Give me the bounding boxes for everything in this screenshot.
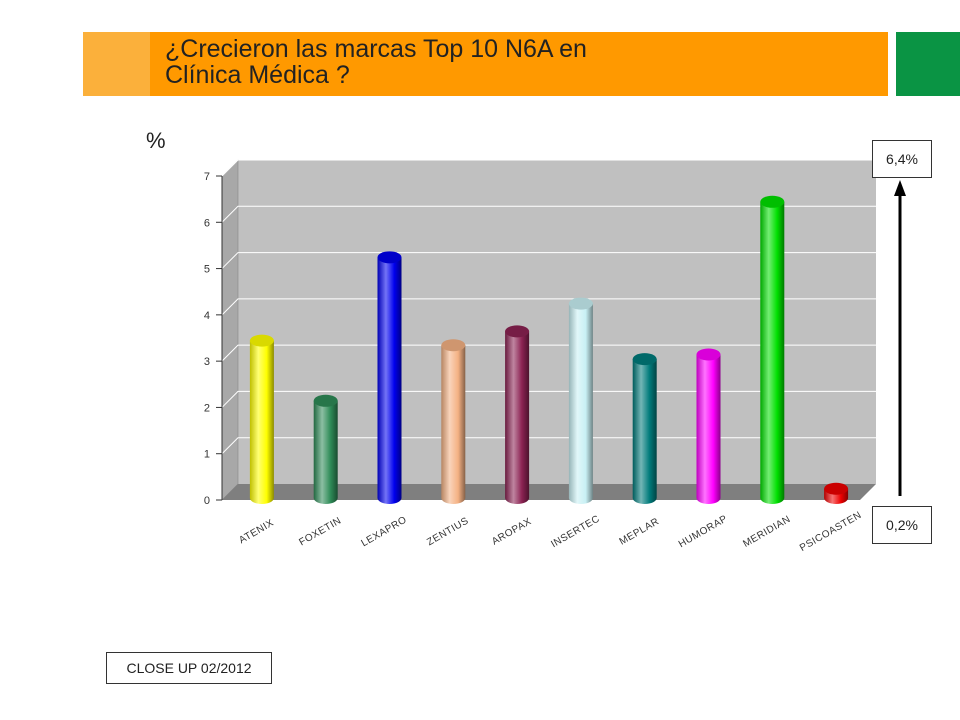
bar-top xyxy=(632,353,657,366)
bar-foxetin xyxy=(313,394,338,504)
gridline xyxy=(221,205,876,223)
y-tick-label: 6 xyxy=(204,217,210,229)
bar-top xyxy=(824,482,849,495)
y-tick-label: 1 xyxy=(204,449,210,461)
plot-side-wall xyxy=(221,159,239,501)
gridline xyxy=(221,344,876,362)
range-arrow-head xyxy=(894,180,906,196)
bar-lexapro xyxy=(377,251,402,504)
header-bar xyxy=(150,32,888,96)
header-accent-right xyxy=(896,32,960,96)
bar-top xyxy=(377,251,402,264)
bar-body xyxy=(441,345,466,504)
y-tick-label: 2 xyxy=(204,402,210,414)
bar-atenix xyxy=(249,334,274,504)
bar-humorap xyxy=(696,348,721,504)
page-title-line2: Clínica Médica ? xyxy=(165,61,350,89)
bar-top xyxy=(568,297,593,310)
gridline xyxy=(221,437,876,455)
y-tick-label: 0 xyxy=(204,495,210,507)
gridlines xyxy=(221,159,876,455)
bar-aropax xyxy=(505,325,530,504)
x-tick-label: MERIDIAN xyxy=(741,514,792,550)
bar-top xyxy=(760,195,785,208)
min-value-label: 0,2% xyxy=(886,517,918,533)
max-value-box: 6,4% xyxy=(872,140,932,178)
page-title: ¿Crecieron las marcas Top 10 N6A en Clín… xyxy=(165,36,865,88)
gridline xyxy=(221,252,876,269)
y-tick-label: 5 xyxy=(204,264,210,276)
bar-psicoasten xyxy=(824,482,849,504)
bar-insertec xyxy=(568,297,593,504)
bars xyxy=(249,195,849,504)
bar-body xyxy=(313,400,338,504)
bar-body xyxy=(696,354,721,504)
source-box: CLOSE UP 02/2012 xyxy=(106,652,272,684)
bar-body xyxy=(760,201,785,504)
y-tick-label: 7 xyxy=(204,171,210,183)
max-value-label: 6,4% xyxy=(886,151,918,167)
range-arrow xyxy=(894,180,906,496)
source-label: CLOSE UP 02/2012 xyxy=(126,660,252,676)
y-unit-label: % xyxy=(146,128,166,153)
x-axis-labels: ATENIX FOXETIN LEXAPRO ZENTIUS AROPAX INSERTE… xyxy=(237,510,863,554)
x-tick-label: LEXAPRO xyxy=(360,514,409,549)
gridline xyxy=(221,390,876,408)
bar-top xyxy=(696,348,721,361)
gridline xyxy=(221,298,876,316)
x-tick-label: MEPLAR xyxy=(618,516,662,548)
bar-body xyxy=(568,303,593,504)
bar-body xyxy=(249,340,274,504)
bar-top xyxy=(505,325,530,338)
x-tick-label: PSICOASTEN xyxy=(798,510,864,554)
x-tick-label: ATENIX xyxy=(237,517,276,546)
min-value-box: 0,2% xyxy=(872,506,932,544)
x-tick-label: AROPAX xyxy=(490,516,534,547)
x-tick-label: ZENTIUS xyxy=(425,516,471,549)
bar-zentius xyxy=(441,339,466,504)
y-axis-ticks: 0 1 2 3 4 5 6 7 xyxy=(204,171,223,507)
bar-body xyxy=(505,331,530,504)
y-tick-label: 3 xyxy=(204,356,210,368)
x-tick-label: INSERTEC xyxy=(549,513,602,550)
bar-top xyxy=(313,394,338,407)
bar-meridian xyxy=(760,195,785,504)
x-tick-label: FOXETIN xyxy=(297,515,343,548)
bar-meplar xyxy=(632,353,657,504)
bar-body xyxy=(377,257,402,504)
bar-top xyxy=(249,334,274,347)
y-tick-label: 4 xyxy=(204,310,210,322)
x-tick-label: HUMORAP xyxy=(677,513,730,550)
header-accent-left xyxy=(83,32,150,96)
bar-body xyxy=(632,359,657,504)
bar-top xyxy=(441,339,466,352)
page-title-line1: ¿Crecieron las marcas Top 10 N6A en xyxy=(165,35,587,63)
gridline xyxy=(221,159,876,177)
